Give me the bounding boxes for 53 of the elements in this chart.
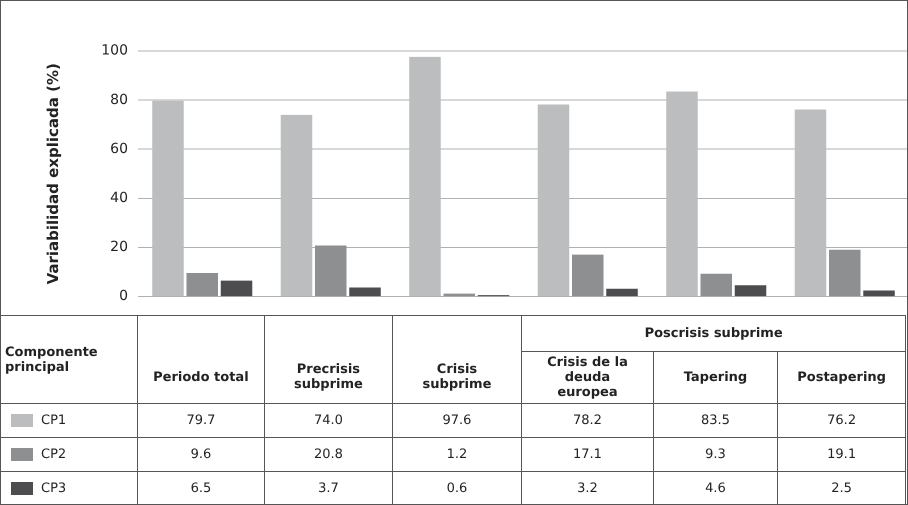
bar [734,285,766,296]
data-label: 17.1 [522,438,654,472]
data-label: 2.5 [778,472,906,505]
y-axis-title: Variabilidad explicada (%) [44,63,62,284]
legend-label: CP2 [0,438,138,472]
data-label: 20.8 [264,438,392,472]
bar [186,273,218,296]
legend-label: CP3 [0,472,138,505]
data-label: 4.6 [653,472,778,505]
bar [280,114,312,296]
x-tick-label: Periodo total [153,370,249,385]
data-label: 9.6 [137,438,265,472]
data-label: 79.7 [137,404,265,438]
legend-label: CP1 [0,404,138,438]
bar [349,288,381,296]
data-label: 0.6 [392,472,522,505]
data-label: 6.5 [137,472,265,505]
data-label: 9.3 [653,438,778,472]
data-label: 3.2 [522,472,654,505]
x-tick-label: Tapering [684,370,748,385]
text: Poscrisis subprime [522,316,906,352]
data-label: 76.2 [778,404,906,438]
data-label: 3.7 [264,472,392,505]
data-label: 78.2 [522,404,654,438]
y-tick-label: 80 [110,92,128,108]
y-tick-label: 20 [110,239,128,256]
data-label: 19.1 [778,438,906,472]
bar [863,290,895,296]
bar [538,104,570,296]
bar [666,92,698,296]
data-label: 1.2 [392,438,522,472]
bar [606,288,638,296]
bar [828,250,861,296]
y-tick-label: 60 [110,140,128,157]
bar [794,109,826,296]
y-tick-label: 100 [101,42,128,59]
bar [220,280,252,296]
x-tick-label: Precrisis subprime [293,362,364,392]
bar [443,294,476,296]
bar [409,56,441,296]
data-label: 74.0 [264,404,392,438]
legend-title: Componente principal [0,316,138,404]
y-tick-label: 40 [110,190,128,206]
x-tick-label: Crisis subprime [422,362,492,392]
bar [314,246,347,296]
x-tick-label: Postapering [797,370,886,385]
bar [572,254,604,296]
x-tick-label: Crisis de la deuda europea [546,355,629,400]
data-label: 83.5 [653,404,778,438]
y-tick-label: 0 [119,288,128,304]
bar [700,274,732,296]
bar [152,100,184,296]
data-label: 97.6 [392,404,522,438]
